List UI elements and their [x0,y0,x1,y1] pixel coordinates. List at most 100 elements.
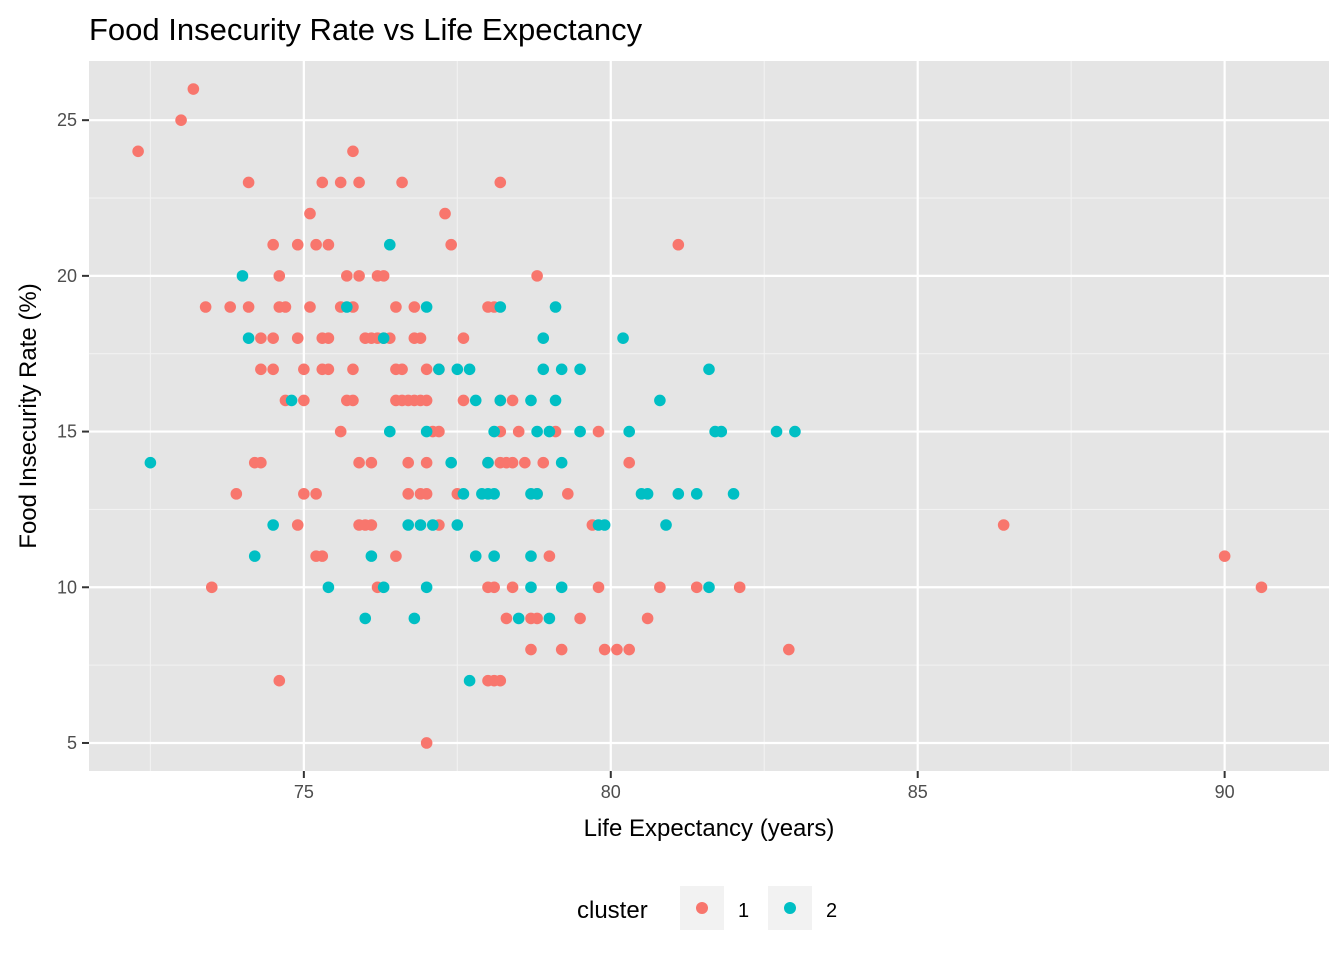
data-point-cluster-1 [187,83,200,95]
data-point-cluster-2 [555,456,568,469]
data-point-cluster-1 [506,456,519,469]
data-point-cluster-1 [242,176,255,189]
data-point-cluster-2 [377,581,390,594]
data-point-cluster-1 [353,176,365,189]
data-point-cluster-2 [555,363,568,376]
legend: cluster 1 2 [577,886,837,930]
data-point-cluster-1 [298,394,310,407]
data-point-cluster-1 [205,581,218,594]
x-tick-label: 85 [908,782,928,802]
data-point-cluster-1 [512,425,525,438]
data-point-cluster-1 [396,176,408,189]
data-point-cluster-1 [377,270,390,282]
data-point-cluster-1 [291,332,304,344]
data-point-cluster-1 [353,456,365,469]
data-point-cluster-2 [549,301,562,313]
data-point-cluster-2 [537,332,550,344]
data-point-cluster-1 [457,394,470,407]
data-point-cluster-2 [242,332,255,344]
data-point-cluster-2 [341,301,353,313]
data-point-cluster-2 [463,363,476,376]
data-point-cluster-2 [414,519,427,531]
data-point-cluster-1 [341,270,353,282]
data-point-cluster-2 [543,425,556,438]
data-point-cluster-2 [555,581,568,594]
data-point-cluster-2 [525,581,537,594]
data-point-cluster-2 [641,488,654,500]
data-point-cluster-1 [347,363,359,376]
data-point-cluster-1 [267,363,279,376]
data-point-cluster-1 [402,488,415,500]
data-point-cluster-2 [531,425,543,438]
data-point-cluster-2 [433,363,445,376]
data-point-cluster-1 [420,488,433,500]
data-point-cluster-1 [519,456,531,469]
data-point-cluster-2 [703,363,715,376]
data-point-cluster-1 [267,238,279,251]
data-point-cluster-2 [574,425,586,438]
legend-label-2: 2 [826,900,837,922]
data-point-cluster-2 [543,612,556,625]
data-point-cluster-1 [783,643,795,656]
data-point-cluster-1 [298,488,310,500]
data-point-cluster-1 [402,456,415,469]
y-tick-label: 15 [57,422,77,442]
data-point-cluster-1 [555,643,568,656]
data-point-cluster-2 [451,363,464,376]
data-point-cluster-2 [426,519,439,531]
data-point-cluster-2 [789,425,801,438]
data-point-cluster-1 [623,643,635,656]
data-point-cluster-1 [347,145,359,158]
data-point-cluster-2 [482,456,494,469]
legend-key-2 [784,902,796,914]
y-axis-label: Food Insecurity Rate (%) [15,283,42,548]
plot-panel [89,61,1329,771]
data-point-cluster-2 [383,238,396,251]
data-point-cluster-1 [445,238,457,251]
data-point-cluster-1 [242,301,255,313]
data-point-cluster-1 [310,488,322,500]
data-point-cluster-2 [365,550,378,562]
data-point-cluster-1 [488,581,500,594]
x-axis: 75 80 85 90 [294,771,1235,802]
data-point-cluster-1 [592,581,605,594]
data-point-cluster-2 [451,519,464,531]
chart-title: Food Insecurity Rate vs Life Expectancy [89,12,643,47]
data-point-cluster-1 [267,332,279,344]
data-point-cluster-1 [598,643,611,656]
data-point-cluster-2 [549,394,562,407]
data-point-cluster-2 [236,270,249,282]
data-point-cluster-2 [457,488,470,500]
data-point-cluster-2 [654,394,666,407]
data-point-cluster-1 [322,238,335,251]
minor-gridlines [89,61,1329,771]
data-point-cluster-1 [132,145,144,158]
data-point-cluster-1 [506,394,519,407]
data-point-cluster-1 [494,674,507,687]
data-point-cluster-1 [230,488,243,500]
data-point-cluster-2 [494,301,507,313]
data-point-cluster-2 [623,425,635,438]
data-point-cluster-1 [316,550,329,562]
data-point-cluster-2 [488,488,500,500]
data-point-cluster-2 [531,488,543,500]
data-point-cluster-1 [334,176,347,189]
data-point-cluster-1 [396,363,408,376]
data-point-cluster-1 [574,612,586,625]
y-tick-label: 20 [57,266,77,286]
data-point-cluster-1 [199,301,212,313]
data-point-cluster-2 [512,612,525,625]
data-point-cluster-1 [592,425,605,438]
data-point-cluster-2 [377,332,390,344]
data-point-cluster-1 [279,301,292,313]
data-point-cluster-1 [457,332,470,344]
data-point-cluster-1 [420,456,433,469]
data-point-cluster-1 [310,238,322,251]
data-point-cluster-2 [488,425,500,438]
data-point-cluster-2 [488,550,500,562]
data-point-cluster-2 [770,425,783,438]
data-point-cluster-1 [641,612,654,625]
x-axis-label: Life Expectancy (years) [584,815,835,842]
data-point-cluster-1 [420,737,433,749]
data-point-cluster-2 [420,581,433,594]
